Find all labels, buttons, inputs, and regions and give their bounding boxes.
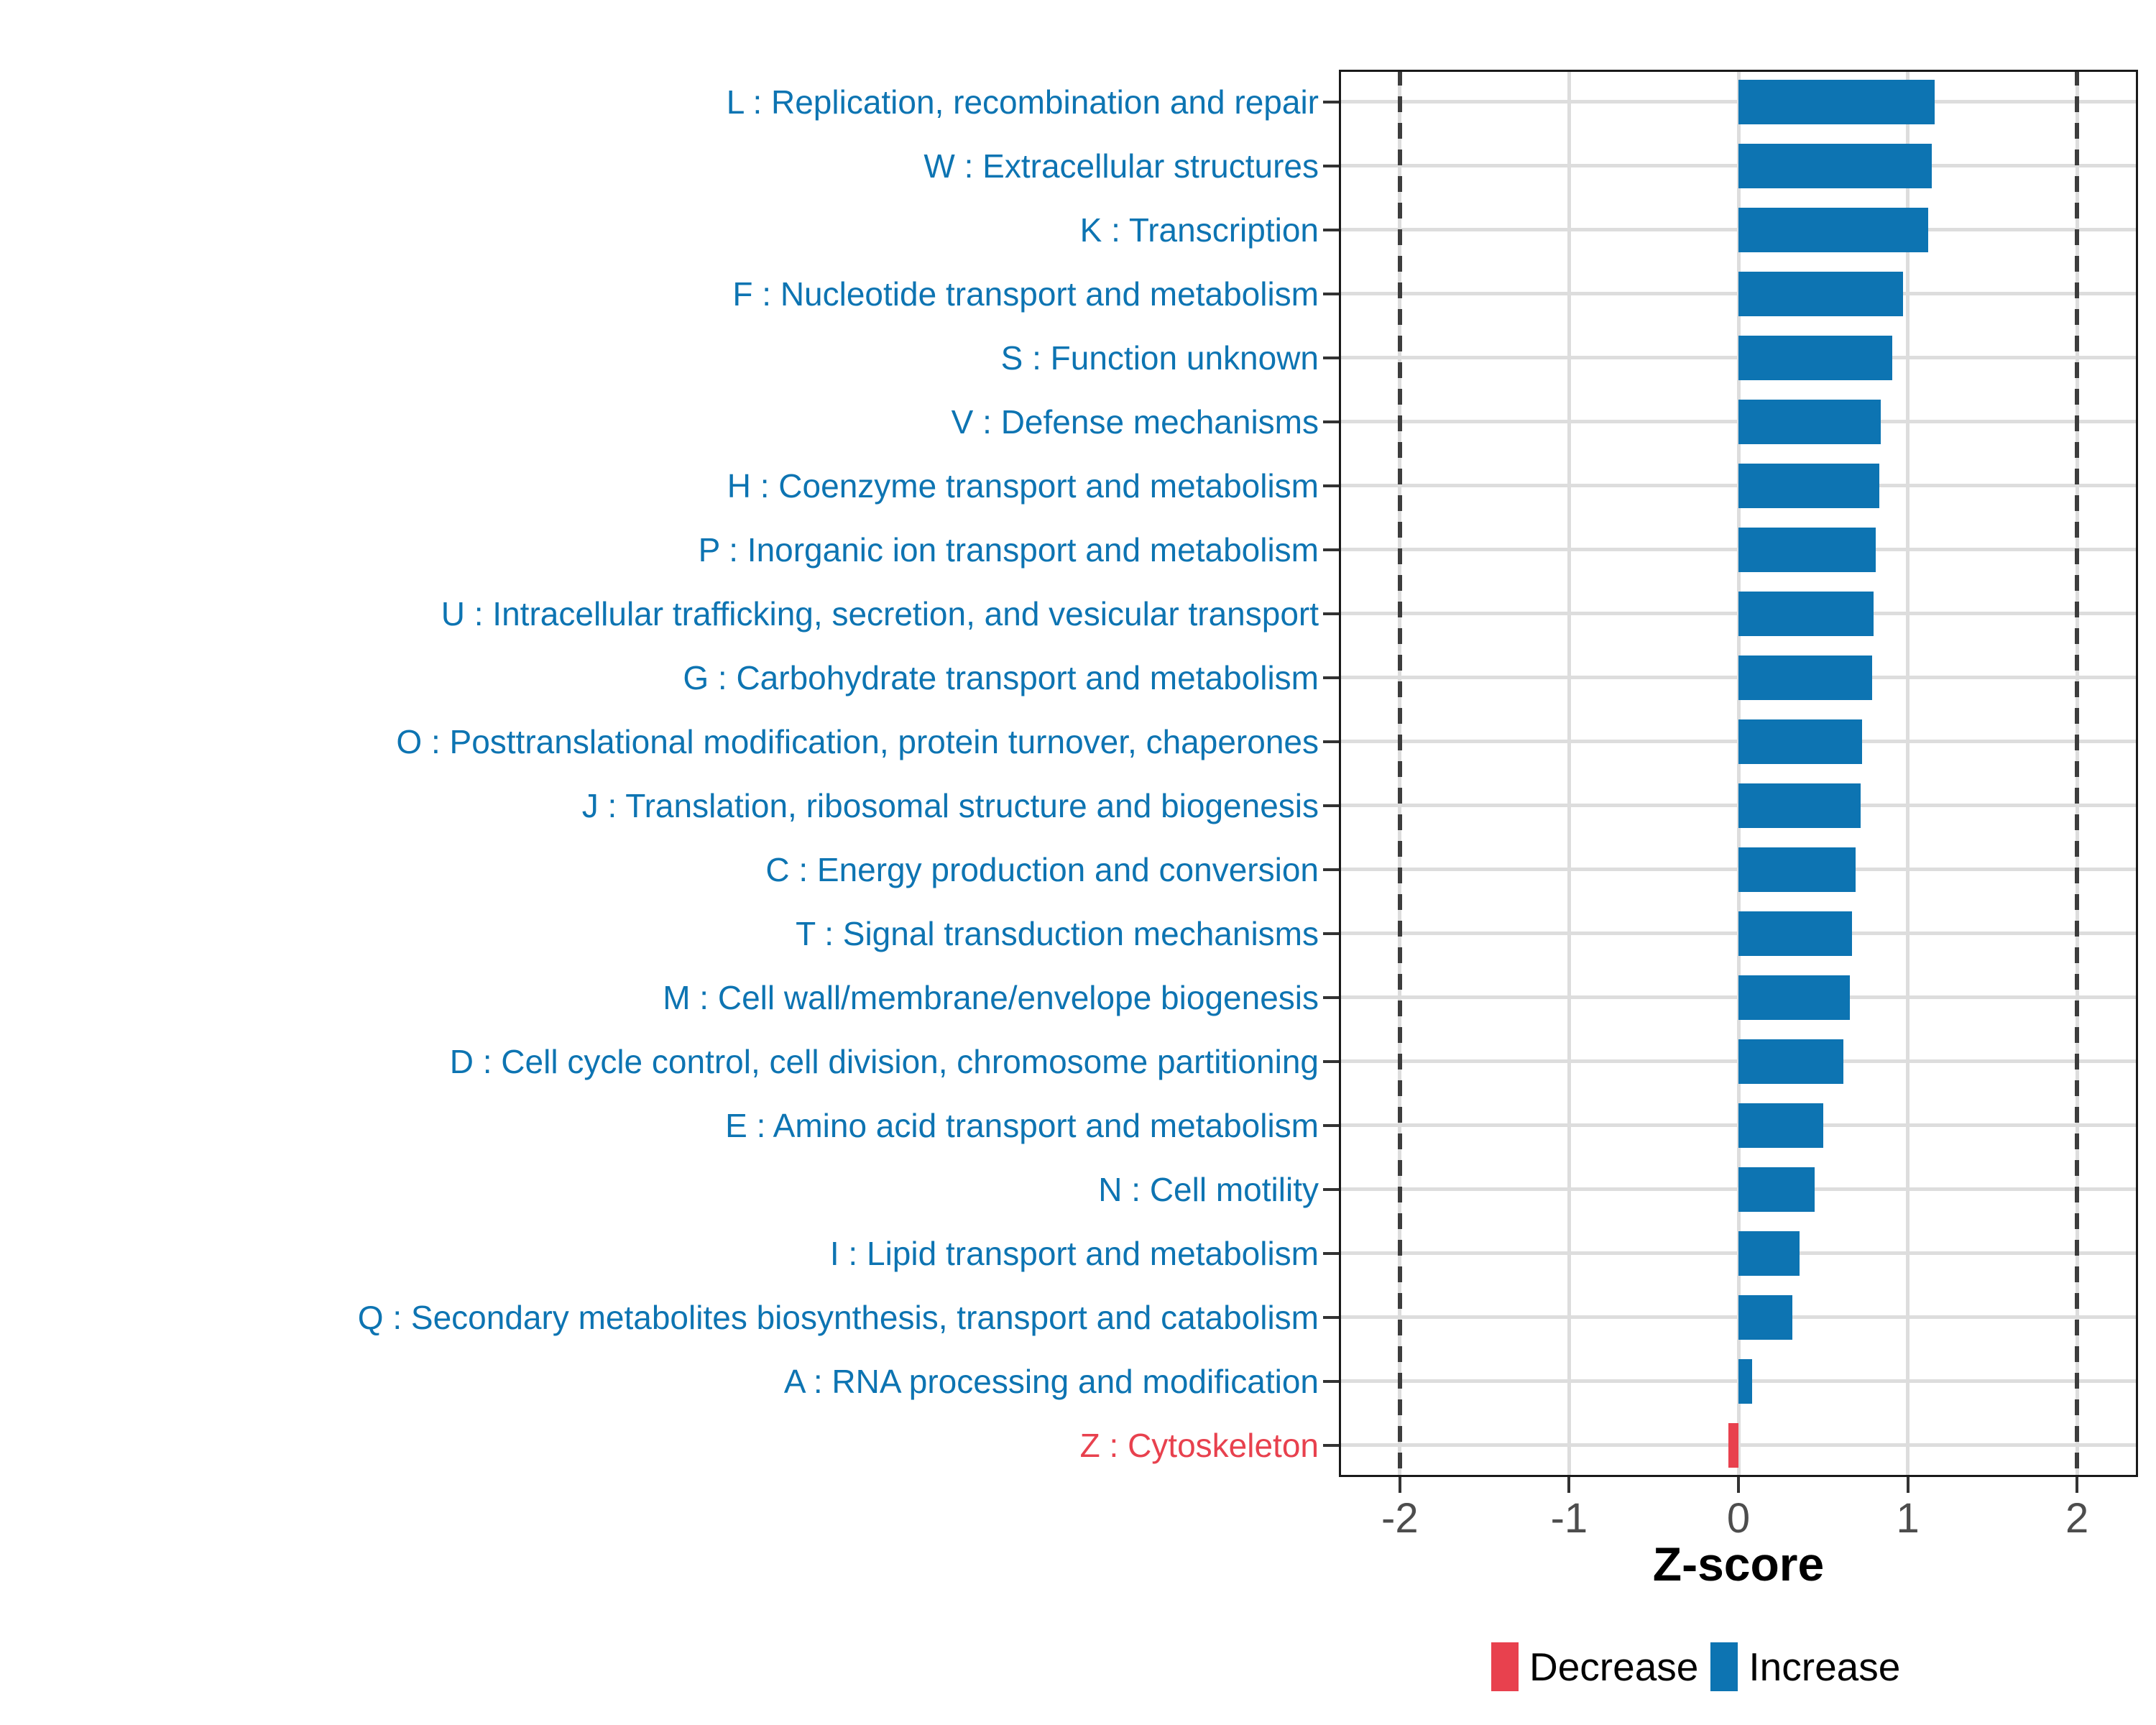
bar-K xyxy=(1738,207,1928,252)
y-tick xyxy=(1323,292,1339,295)
category-label-E: E : Amino acid transport and metabolism xyxy=(725,1106,1319,1144)
category-label-C: C : Energy production and conversion xyxy=(765,850,1319,888)
bar-L xyxy=(1738,79,1935,124)
y-tick xyxy=(1323,804,1339,807)
bar-M xyxy=(1738,975,1851,1020)
x-tick xyxy=(2076,1477,2079,1493)
bar-W xyxy=(1738,143,1932,188)
legend-entry-decrease: Decrease xyxy=(1491,1642,1698,1691)
y-tick xyxy=(1323,868,1339,871)
y-tick xyxy=(1323,676,1339,679)
legend-label-decrease: Decrease xyxy=(1529,1644,1699,1689)
legend-label-increase: Increase xyxy=(1749,1644,1901,1689)
category-label-K: K : Transcription xyxy=(1079,211,1319,249)
bar-O xyxy=(1738,719,1862,764)
x-tick-label: 1 xyxy=(1896,1495,1920,1542)
decrease-swatch xyxy=(1491,1642,1519,1691)
bar-E xyxy=(1738,1103,1823,1148)
x-tick-label: 0 xyxy=(1726,1495,1751,1542)
category-label-O: O : Posttranslational modification, prot… xyxy=(396,722,1319,760)
category-label-S: S : Function unknown xyxy=(1000,339,1319,377)
bar-Q xyxy=(1738,1294,1793,1340)
bar-J xyxy=(1738,783,1861,828)
y-tick xyxy=(1323,164,1339,167)
x-tick-label: 2 xyxy=(2065,1495,2089,1542)
bar-U xyxy=(1738,591,1874,636)
y-tick xyxy=(1323,1123,1339,1127)
y-tick xyxy=(1323,1059,1339,1063)
category-label-U: U : Intracellular trafficking, secretion… xyxy=(441,594,1319,632)
x-tick xyxy=(1906,1477,1909,1493)
category-label-H: H : Coenzyme transport and metabolism xyxy=(727,466,1319,505)
bar-P xyxy=(1738,527,1876,572)
category-label-W: W : Extracellular structures xyxy=(923,147,1319,185)
dashed-reference-line xyxy=(2075,70,2080,1477)
bar-D xyxy=(1738,1039,1844,1084)
bar-I xyxy=(1738,1230,1800,1276)
category-label-J: J : Translation, ribosomal structure and… xyxy=(581,786,1319,824)
x-tick xyxy=(1737,1477,1740,1493)
y-tick xyxy=(1323,1187,1339,1191)
y-tick xyxy=(1323,100,1339,104)
bar-S xyxy=(1738,335,1893,380)
y-tick xyxy=(1323,356,1339,359)
bar-C xyxy=(1738,847,1856,892)
y-tick xyxy=(1323,612,1339,615)
category-label-L: L : Replication, recombination and repai… xyxy=(726,83,1319,121)
y-gridline xyxy=(1339,1443,2138,1447)
x-tick-label: -1 xyxy=(1550,1495,1588,1542)
category-label-A: A : RNA processing and modification xyxy=(783,1362,1319,1400)
y-tick xyxy=(1323,1315,1339,1319)
bar-N xyxy=(1738,1167,1815,1212)
category-label-G: G : Carbohydrate transport and metabolis… xyxy=(683,658,1319,696)
bar-V xyxy=(1738,399,1881,444)
y-tick xyxy=(1323,484,1339,487)
x-tick-label: -2 xyxy=(1381,1495,1419,1542)
y-tick xyxy=(1323,740,1339,743)
category-label-D: D : Cell cycle control, cell division, c… xyxy=(449,1042,1319,1080)
bar-H xyxy=(1738,463,1879,508)
bar-Z xyxy=(1728,1422,1738,1468)
category-label-Z: Z : Cytoskeleton xyxy=(1079,1426,1319,1464)
y-tick xyxy=(1323,1379,1339,1383)
legend-entry-increase: Increase xyxy=(1710,1642,1900,1691)
y-tick xyxy=(1323,548,1339,551)
increase-swatch xyxy=(1710,1642,1738,1691)
plot-panel xyxy=(1339,70,2138,1477)
x-gridline xyxy=(1567,70,1571,1477)
y-tick xyxy=(1323,228,1339,231)
x-gridline xyxy=(1736,70,1741,1477)
category-label-Q: Q : Secondary metabolites biosynthesis, … xyxy=(357,1298,1319,1336)
bar-G xyxy=(1738,655,1873,700)
category-label-T: T : Signal transduction mechanisms xyxy=(796,914,1319,952)
bar-F xyxy=(1738,271,1903,316)
x-tick xyxy=(1398,1477,1401,1493)
y-tick xyxy=(1323,995,1339,999)
bar-T xyxy=(1738,911,1852,956)
x-gridline xyxy=(1906,70,1910,1477)
y-tick xyxy=(1323,1443,1339,1447)
category-label-M: M : Cell wall/membrane/envelope biogenes… xyxy=(663,978,1319,1016)
dashed-reference-line xyxy=(1397,70,1402,1477)
y-tick xyxy=(1323,1251,1339,1255)
x-tick xyxy=(1567,1477,1571,1493)
category-label-V: V : Defense mechanisms xyxy=(951,402,1319,441)
x-axis-title: Z-score xyxy=(1652,1537,1825,1591)
legend: Decrease Increase xyxy=(1491,1642,1900,1691)
bar-A xyxy=(1738,1358,1752,1404)
category-label-P: P : Inorganic ion transport and metaboli… xyxy=(698,530,1319,569)
category-label-F: F : Nucleotide transport and metabolism xyxy=(732,275,1319,313)
y-tick xyxy=(1323,420,1339,423)
y-tick xyxy=(1323,932,1339,935)
category-label-I: I : Lipid transport and metabolism xyxy=(829,1234,1319,1272)
category-label-N: N : Cell motility xyxy=(1098,1170,1319,1208)
